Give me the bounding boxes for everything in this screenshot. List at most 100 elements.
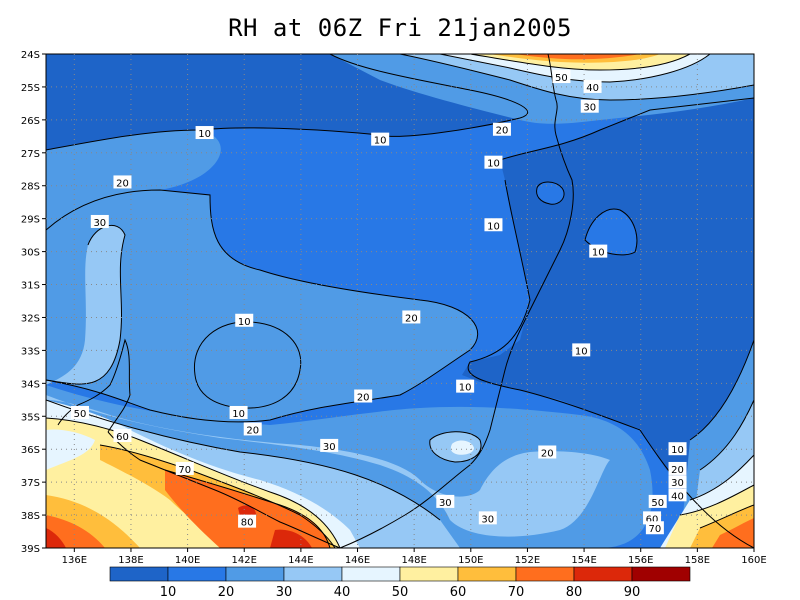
map-title: RH at 06Z Fri 21jan2005 (228, 14, 572, 42)
colorbar-label: 40 (334, 585, 351, 600)
contour-label-text: 10 (238, 317, 251, 328)
contour-label-bg (320, 438, 339, 452)
contour-label-text: 10 (198, 129, 211, 140)
contour-label-bg (70, 405, 89, 419)
lat-label: 30S (21, 248, 40, 259)
colorbar-swatch (573, 566, 633, 582)
colorbar-label: 50 (392, 585, 409, 600)
contour-label: 80 (238, 514, 257, 529)
lat-label: 34S (21, 379, 40, 390)
contour-label: 40 (668, 488, 687, 502)
contour-label: 50 (648, 494, 667, 509)
contour-label-bg (580, 99, 599, 113)
colorbar-label: 20 (218, 585, 235, 600)
lon-label: 154E (571, 555, 596, 566)
colorbar-label: 90 (624, 585, 641, 600)
contour-label: 30 (436, 494, 455, 509)
contour-label-text: 10 (374, 136, 387, 147)
lat-label: 28S (21, 182, 40, 193)
contour-label-text: 10 (487, 221, 500, 232)
colorbar-swatch (225, 566, 285, 582)
band-80-90-corner (46, 528, 66, 548)
band-30-40-south (46, 395, 610, 537)
contour-label: 50 (552, 70, 571, 84)
contour-label-bg (552, 70, 571, 84)
contour-label-text: 10 (459, 383, 472, 394)
colorbar-label: 70 (508, 585, 525, 600)
contour-label-bg (402, 310, 421, 324)
contour-label-text: 50 (555, 73, 568, 84)
colorbar-swatch (631, 566, 691, 582)
rh-shaded-field (46, 54, 754, 548)
lat-lon-gridlines (46, 54, 754, 548)
contour-label-text: 40 (586, 83, 599, 94)
contour-label-text: 30 (583, 103, 596, 114)
contour-label: 50 (70, 405, 89, 420)
contour-label-bg (195, 126, 214, 140)
contour-label: 10 (589, 244, 608, 259)
lon-label: 148E (401, 555, 426, 566)
lon-label: 136E (62, 555, 87, 566)
colorbar-label: 60 (450, 585, 467, 600)
contour-label-text: 20 (116, 178, 129, 189)
colorbar-swatch (457, 566, 517, 582)
contour-label-text: 20 (405, 313, 418, 324)
lat-label: 29S (21, 215, 40, 226)
contour-label-text: 10 (575, 346, 588, 357)
band-70-80-corner (46, 515, 105, 548)
contour-label: 30 (580, 99, 599, 114)
colorbar-swatch (515, 566, 575, 582)
lon-label: 146E (345, 555, 370, 566)
lat-label: 33S (21, 346, 40, 357)
colorbar-swatch (283, 566, 343, 582)
lon-label: 156E (628, 555, 653, 566)
colorbar-swatch (399, 566, 459, 582)
contour-label-text: 70 (649, 524, 662, 535)
contour-label-text: 30 (93, 218, 106, 229)
colorbar-label: 30 (276, 585, 293, 600)
contour-label-bg (243, 422, 262, 436)
band-40-50-patch (450, 440, 474, 455)
contour-label: 30 (320, 438, 339, 453)
contour-label-text: 50 (651, 498, 664, 509)
contour-label-bg (175, 461, 194, 475)
rh-contour-lines (46, 54, 754, 548)
contour-label-bg (113, 175, 132, 189)
contour-label: 30 (90, 214, 109, 229)
lat-label: 38S (21, 511, 40, 522)
contour-label: 10 (572, 343, 591, 357)
colorbar-swatch (109, 566, 169, 582)
lat-label: 32S (21, 313, 40, 324)
lat-label: 36S (21, 445, 40, 456)
contour-label-text: 20 (671, 465, 684, 476)
contour-label-bg (538, 445, 557, 459)
contour-label: 10 (235, 313, 254, 328)
lon-label: 160E (741, 555, 766, 566)
contour-label: 20 (113, 175, 132, 189)
map-frame (45, 53, 755, 549)
lat-label: 37S (21, 478, 40, 489)
contour-label-bg (572, 343, 591, 357)
contour-label-bg (492, 122, 511, 136)
contour-labels: 1010101010101010101020202020202020303030… (70, 70, 687, 535)
contour-label: 30 (668, 475, 687, 489)
lon-label: 138E (118, 555, 143, 566)
contour-label: 20 (354, 389, 373, 404)
contour-label-text: 50 (74, 409, 87, 420)
band-70-80-southeast (712, 518, 754, 548)
contour-label: 10 (195, 126, 214, 140)
contour-label-bg (648, 494, 667, 508)
contour-label-text: 30 (671, 478, 684, 489)
contour-label-bg (484, 218, 503, 232)
lat-label: 26S (21, 116, 40, 127)
lat-label: 27S (21, 149, 40, 160)
contour-label: 20 (492, 122, 511, 137)
rh-colorbar: 10 20 30 40 50 60 70 80 90 (109, 566, 691, 600)
lat-label: 31S (21, 281, 40, 292)
contour-label-text: 20 (541, 448, 554, 459)
contour-label: 20 (402, 310, 421, 324)
contour-label: 60 (113, 429, 132, 443)
contour-label-text: 10 (487, 159, 500, 170)
contour-label: 30 (478, 511, 497, 525)
lon-label: 150E (458, 555, 483, 566)
